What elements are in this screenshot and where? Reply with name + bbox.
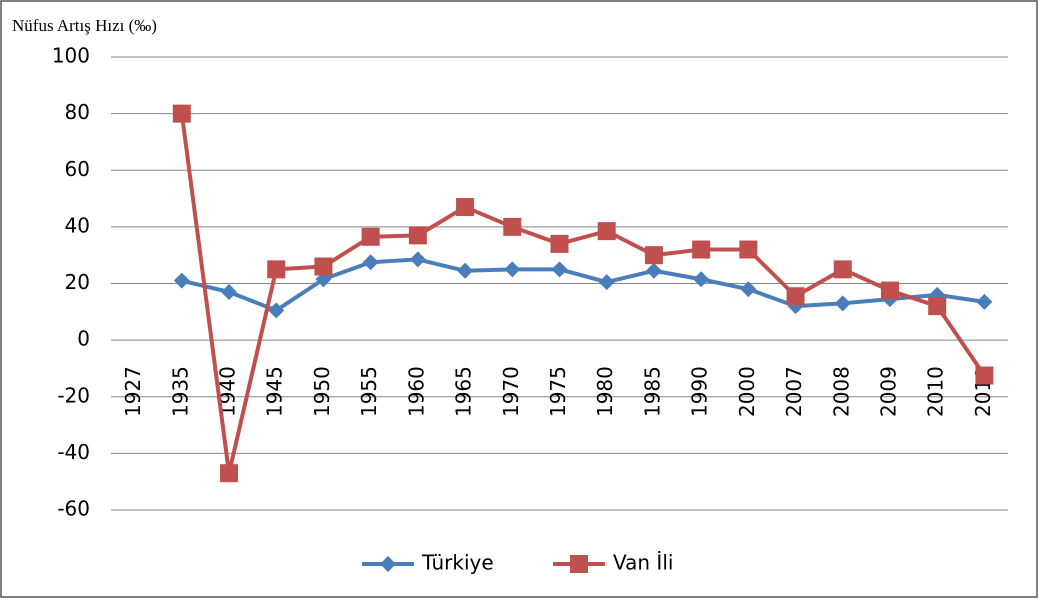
marker [740,281,757,298]
y-tick-label: 80 [65,100,90,124]
x-tick-label: 1960 [404,366,428,417]
marker [172,104,191,123]
marker [504,261,521,278]
x-tick-label: 2009 [876,366,900,417]
marker [503,217,522,236]
y-tick-label: -60 [57,497,90,521]
marker [456,198,475,217]
marker [408,226,427,245]
x-tick-label: 1990 [688,366,712,417]
marker [380,556,396,572]
x-tick-label: 1975 [546,366,570,417]
marker [220,464,239,483]
marker [833,260,852,279]
marker [597,222,616,241]
marker [457,262,474,279]
legend-label: Van İli [613,551,673,575]
x-tick-label: 1945 [263,366,287,417]
x-tick-label: 2007 [782,366,806,417]
series-line [181,257,985,313]
x-tick-label: 2000 [735,366,759,417]
y-tick-label: 0 [77,327,90,351]
y-tick-label: -40 [57,440,90,464]
x-tick-label: 1935 [168,366,192,417]
marker [173,272,190,289]
y-tick-label: 100 [52,44,90,68]
x-tick-label: 1965 [452,366,476,417]
marker [693,271,710,288]
x-tick-label: 1927 [121,366,145,417]
marker [267,260,286,279]
x-tick-label: 1955 [357,366,381,417]
x-tick-label: 1985 [640,366,664,417]
marker [362,254,379,271]
marker [975,366,994,385]
marker [644,246,663,265]
x-tick-label: 1970 [499,366,523,417]
marker [361,227,380,246]
marker [928,297,947,316]
y-tick-label: 60 [65,157,90,181]
marker [551,261,568,278]
marker [880,281,899,300]
marker [786,287,805,306]
x-tick-label: 1980 [593,366,617,417]
marker [976,293,993,310]
x-tick-label: 2008 [829,366,853,417]
x-tick-label: 2010 [924,366,948,417]
y-tick-label: 20 [65,270,90,294]
marker [221,283,238,300]
chart-title: Nüfus Artış Hızı (‰) [12,16,157,35]
marker [598,274,615,291]
x-tick-label: 1950 [310,366,334,417]
marker [692,240,711,259]
marker [314,257,333,276]
marker [409,251,426,268]
marker [550,234,569,253]
legend-label: Türkiye [421,551,494,575]
marker [570,555,588,573]
marker [834,295,851,312]
marker [268,302,285,319]
marker [645,262,662,279]
marker [739,240,758,259]
y-tick-label: 40 [65,213,90,237]
y-tick-label: -20 [57,383,90,407]
